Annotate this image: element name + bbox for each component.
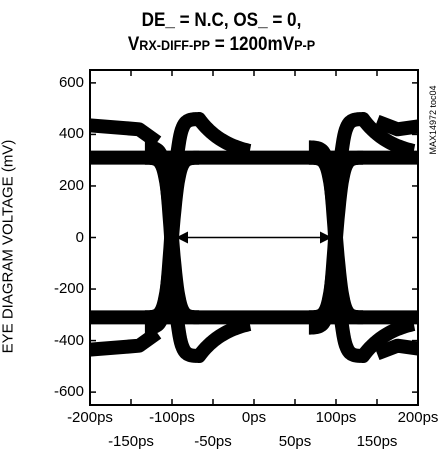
x-tick-label: -50ps xyxy=(194,433,232,450)
x-tick-label: 150ps xyxy=(356,433,398,450)
low-overshoot-right xyxy=(374,338,418,361)
falling-transition-1 xyxy=(302,140,418,363)
plot-frame xyxy=(89,69,419,406)
rising-transition-1 xyxy=(302,112,418,335)
low-overshoot-left xyxy=(90,327,162,357)
high-overshoot-left xyxy=(90,118,162,148)
title-subscript: RX-DIFF-PP xyxy=(139,37,210,53)
y-tick-label: 400 xyxy=(58,125,84,143)
y-tick-label: 0 xyxy=(75,228,84,246)
title-unit-subscript: P-P xyxy=(294,37,316,53)
y-tick-label: -400 xyxy=(53,331,84,349)
chart-title-line2: VRX-DIFF-PP = 1200mVP-P xyxy=(22,34,421,56)
arrow-head-right xyxy=(320,231,332,244)
x-tick-label: -100ps xyxy=(149,409,195,426)
y-tick-label: -200 xyxy=(53,280,84,298)
x-tick-label: -150ps xyxy=(108,433,154,450)
title-v: V xyxy=(127,34,140,55)
falling-transition-0 xyxy=(138,140,256,363)
rising-transition-0 xyxy=(138,112,256,335)
settled-crossing-up-0 xyxy=(138,150,206,325)
x-tick-label: -200ps xyxy=(67,409,113,426)
y-tick-label: -600 xyxy=(53,383,84,401)
x-tick-label: 200ps xyxy=(397,409,439,426)
chart-title-line1: DE_ = N.C, OS_ = 0, xyxy=(141,10,302,31)
y-tick-label: 200 xyxy=(58,176,84,194)
high-overshoot-right xyxy=(374,114,418,137)
x-tick-label: 100ps xyxy=(315,409,357,426)
x-tick-label: 0ps xyxy=(241,409,267,426)
y-tick-label: 600 xyxy=(58,73,84,91)
x-tick-label: 50ps xyxy=(278,433,312,450)
settled-crossing-up-1 xyxy=(302,150,370,325)
arrow-head-left xyxy=(176,231,188,244)
title-value: = 1200mV xyxy=(209,34,295,55)
